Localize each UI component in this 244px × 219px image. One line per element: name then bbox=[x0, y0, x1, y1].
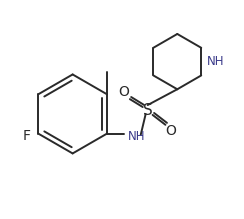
Text: NH: NH bbox=[207, 55, 225, 68]
Text: S: S bbox=[143, 104, 152, 118]
Text: F: F bbox=[22, 129, 30, 143]
Text: O: O bbox=[119, 85, 129, 99]
Text: NH: NH bbox=[128, 130, 145, 143]
Text: O: O bbox=[165, 124, 176, 138]
